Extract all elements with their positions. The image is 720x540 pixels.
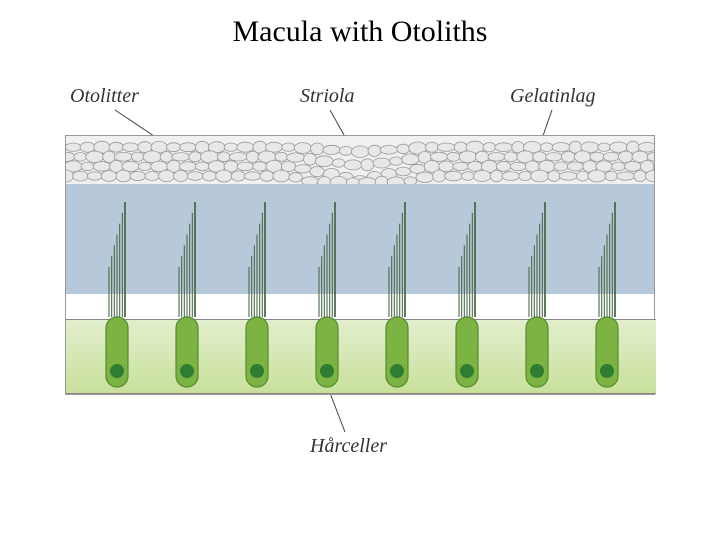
hair-cell: [386, 202, 408, 387]
hair-cell: [106, 202, 128, 387]
label-striola: Striola: [300, 85, 354, 108]
hair-cell: [526, 202, 548, 387]
hair-cell: [176, 202, 198, 387]
hair-cells-group: [66, 186, 656, 396]
label-harceller: Hårceller: [310, 435, 387, 458]
hair-cell: [596, 202, 618, 387]
page-title: Macula with Otoliths: [0, 15, 720, 49]
label-gelatinlag: Gelatinlag: [510, 85, 596, 108]
hair-cell: [456, 202, 478, 387]
otolith-layer: [66, 136, 654, 184]
macula-diagram: [65, 135, 655, 395]
hair-cell: [246, 202, 268, 387]
hair-cell: [316, 202, 338, 387]
label-otolitter: Otolitter: [70, 85, 139, 108]
